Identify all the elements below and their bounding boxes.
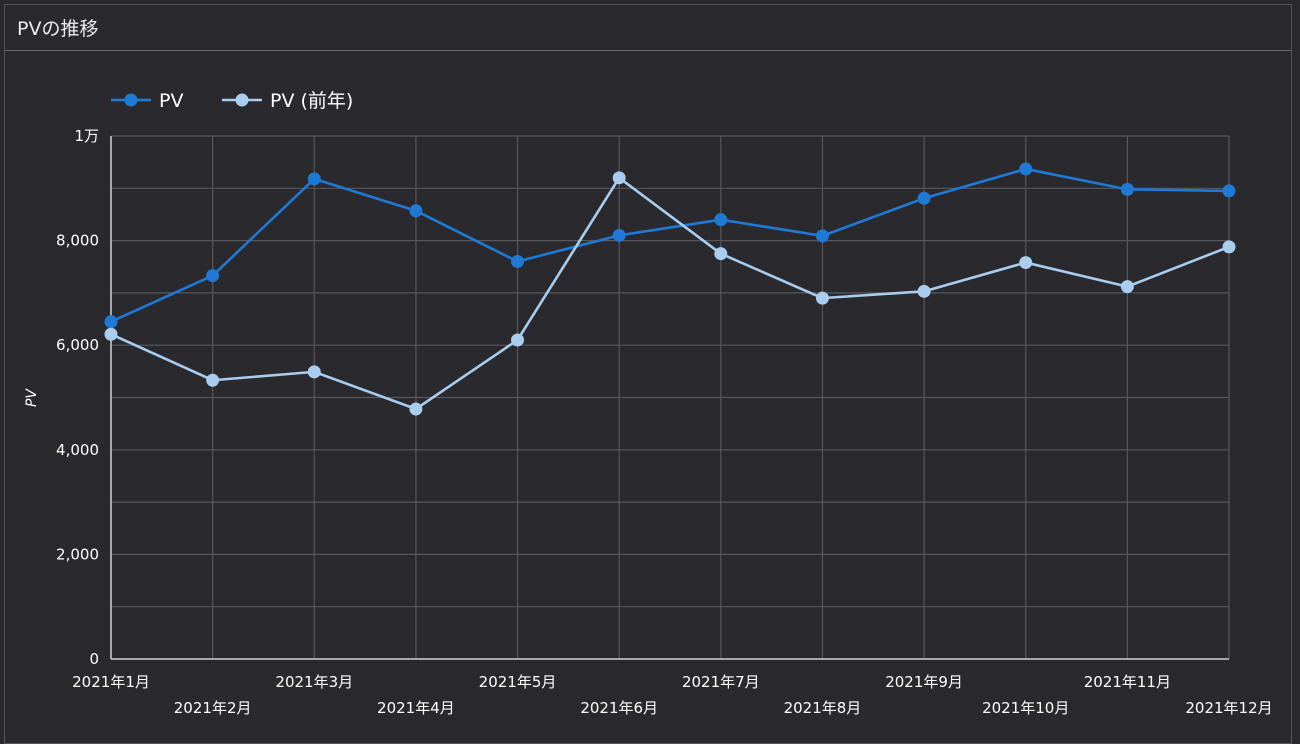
data-point[interactable] [1120,280,1134,294]
data-point[interactable] [917,191,931,205]
chart-series [104,162,1236,416]
data-point[interactable] [1222,240,1236,254]
chart-panel: PVの推移 [4,4,1292,744]
legend-label: PV (前年) [270,90,353,112]
x-tick-label: 2021年8月 [784,699,862,717]
y-tick-label: 8,000 [56,232,99,250]
x-tick-label: 2021年6月 [580,699,658,717]
y-axis-label: PV [24,388,40,407]
data-point[interactable] [1019,256,1033,270]
data-point[interactable] [714,213,728,227]
x-tick-label: 2021年5月 [479,673,557,691]
x-tick-label: 2021年1月 [72,673,150,691]
series-line-1 [110,176,1230,411]
y-tick-label: 1万 [74,127,99,145]
data-point[interactable] [714,247,728,261]
series-line-0 [110,167,1230,323]
x-tick-label: 2021年3月 [275,673,353,691]
data-point[interactable] [612,228,626,242]
data-point[interactable] [1120,182,1134,196]
panel-title: PVの推移 [17,18,99,40]
data-point[interactable] [104,327,118,341]
x-tick-label: 2021年7月 [682,673,760,691]
data-point[interactable] [409,204,423,218]
y-tick-label: 4,000 [56,441,99,459]
panel-header: PVの推移 [5,5,1291,51]
x-tick-label: 2021年11月 [1084,673,1171,691]
data-point[interactable] [511,333,525,347]
y-tick-label: 2,000 [56,545,99,563]
data-point[interactable] [511,255,525,269]
x-tick-label: 2021年2月 [174,699,252,717]
data-point[interactable] [815,291,829,305]
x-tick-label: 2021年12月 [1185,699,1272,717]
data-point[interactable] [409,402,423,416]
data-point[interactable] [815,229,829,243]
x-axis-ticks: 2021年1月 2021年2月 2021年3月 2021年4月 2021年5月 2021年… [72,673,1272,717]
data-point[interactable] [917,284,931,298]
chart-legend: PV PV (前年) [111,90,353,112]
data-point[interactable] [206,269,220,283]
x-tick-label: 2021年9月 [885,673,963,691]
data-point[interactable] [1222,184,1236,198]
legend-item[interactable]: PV [111,90,183,112]
data-point[interactable] [307,365,321,379]
data-point[interactable] [1019,162,1033,176]
data-point[interactable] [104,315,118,329]
y-tick-label: 0 [89,650,99,668]
data-point[interactable] [612,171,626,185]
y-axis-ticks: 0 2,000 4,000 6,000 8,000 1万 [56,127,99,668]
data-point[interactable] [307,172,321,186]
legend-swatch-marker [235,93,249,107]
chart-axes [110,136,1229,660]
legend-label: PV [159,90,183,112]
legend-item[interactable]: PV (前年) [222,90,353,112]
y-tick-label: 6,000 [56,336,99,354]
x-tick-label: 2021年4月 [377,699,455,717]
data-point[interactable] [206,373,220,387]
legend-swatch-marker [124,93,138,107]
x-tick-label: 2021年10月 [982,699,1069,717]
